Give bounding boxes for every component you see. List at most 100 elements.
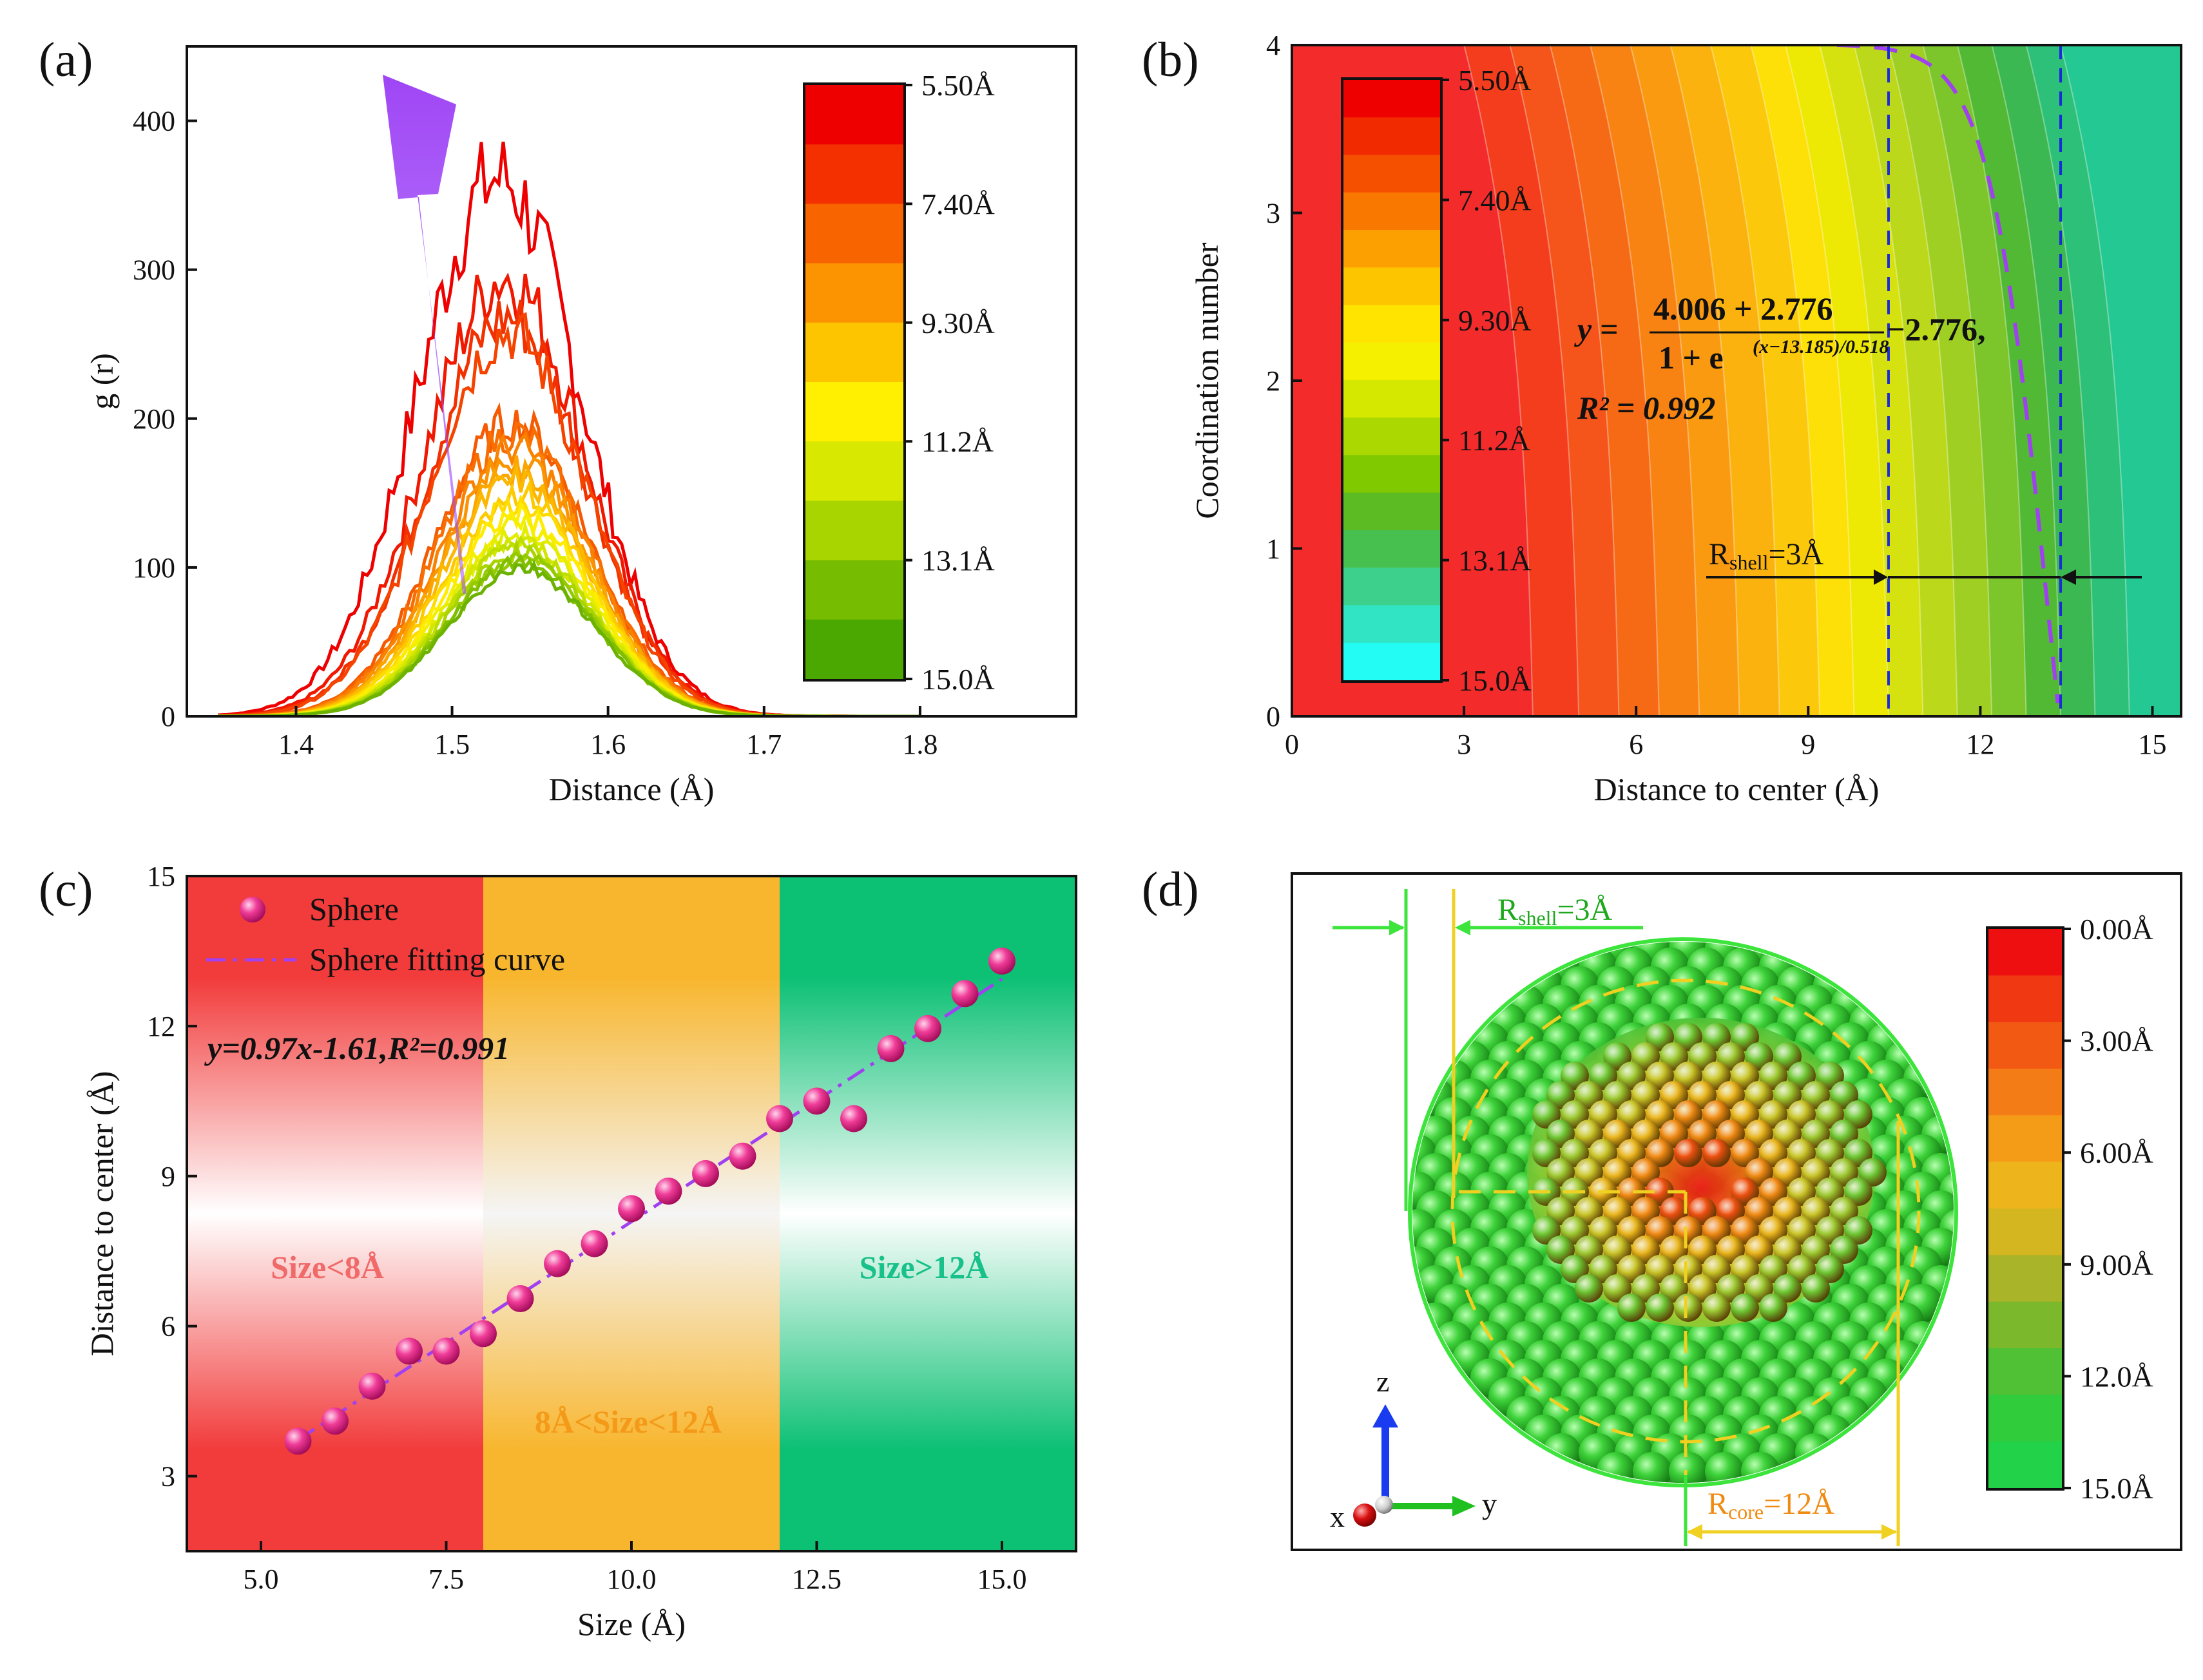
colorbar-tick-label: 11.2Å <box>921 425 994 458</box>
panel-b-label: (b) <box>1142 33 1199 87</box>
colorbar-segment <box>1343 417 1440 456</box>
x-tick-label: 7.5 <box>428 1563 464 1595</box>
d-core-arrowhead-right <box>1881 1524 1897 1540</box>
colorbar-tick-label: 9.30Å <box>1458 304 1532 337</box>
b-eq-denominator: 1 + e <box>1659 339 1724 376</box>
colorbar-segment <box>1988 1208 2062 1256</box>
x-axis-label: Distance (Å) <box>549 771 715 807</box>
c-legend-marker <box>240 897 265 922</box>
d-z-label: z <box>1376 1365 1389 1398</box>
y-axis-label: Coordination number <box>1189 242 1225 519</box>
colorbar-tick-label: 12.0Å <box>2080 1360 2153 1393</box>
c-frame <box>186 875 1077 1552</box>
d-colorbar-frame <box>1986 926 2064 1491</box>
colorbar-segment <box>1988 1301 2062 1349</box>
d-colorbar: 0.00Å 3.00Å 6.00Å 9.00Å 12.0Å 15.0Å <box>1986 913 2153 1505</box>
colorbar-tick-label: 15.0Å <box>2080 1472 2153 1505</box>
b-eq-numerator: 4.006 + 2.776 <box>1653 291 1833 327</box>
x-axis-label: Size (Å) <box>577 1606 686 1642</box>
c-data-point <box>877 1035 905 1062</box>
colorbar-tick-label: 0.00Å <box>2080 913 2153 946</box>
d-y-arrowhead <box>1452 1496 1476 1516</box>
colorbar-segment <box>1343 155 1440 193</box>
x-axis-label: Distance to center (Å) <box>1594 771 1880 807</box>
colorbar-segment <box>1343 530 1440 569</box>
colorbar-tick-label: 9.30Å <box>921 307 995 339</box>
c-plot <box>187 876 1076 1551</box>
y-tick-label: 0 <box>1266 701 1280 732</box>
colorbar-segment <box>1343 605 1440 644</box>
colorbar-segment <box>1343 568 1440 606</box>
colorbar-segment <box>1343 642 1440 681</box>
c-data-point <box>358 1372 386 1400</box>
b-colorbar-frame <box>1341 77 1443 683</box>
colorbar-segment <box>1343 117 1440 156</box>
c-legend-fit: Sphere fitting curve <box>309 941 565 977</box>
b-dashed-lines <box>1887 45 2063 716</box>
c-scatter-points <box>284 947 1015 1455</box>
colorbar-segment <box>1988 1348 2062 1396</box>
d-outer-circle <box>1408 937 1958 1487</box>
colorbar-segment <box>1988 1022 2062 1069</box>
colorbar-segment <box>805 263 903 323</box>
colorbar-segment <box>805 560 903 620</box>
d-core-atom <box>1802 1274 1830 1303</box>
b-eq-r2: R² = 0.992 <box>1577 390 1715 426</box>
d-shell-annotation: Rshell=3Å <box>1332 889 1643 1211</box>
panel-c-label: (c) <box>39 863 93 917</box>
colorbar-segment <box>1343 380 1440 419</box>
b-fit-equation: y = 4.006 + 2.776 1 + e (x−13.185)/0.518… <box>1574 291 1986 426</box>
y-tick-label: 1 <box>1266 533 1280 565</box>
c-data-point <box>692 1160 719 1187</box>
c-region-label-mid: 8Å<Size<12Å <box>535 1404 722 1440</box>
y-tick-label: 200 <box>133 403 175 435</box>
colorbar-segment <box>805 322 903 383</box>
d-x-axis-ball <box>1353 1503 1376 1527</box>
x-tick-label: 1.5 <box>434 729 470 760</box>
b-shell-arrowhead-left <box>1874 569 1888 585</box>
d-core-atom <box>1617 1293 1646 1322</box>
d-shell-arrowhead-right <box>1455 920 1470 935</box>
c-region-labels: Size<8Å 8Å<Size<12Å Size>12Å <box>271 1249 988 1440</box>
y-tick-label: 4 <box>1266 30 1280 61</box>
d-core-atom <box>1731 1293 1759 1322</box>
colorbar-segment <box>1988 1441 2062 1489</box>
y-tick-label: 6 <box>161 1311 175 1342</box>
d-core-atom <box>1674 1139 1702 1167</box>
d-core-atoms <box>1532 1023 1887 1322</box>
c-region-large <box>780 876 1076 1551</box>
colorbar-segment <box>1343 305 1440 343</box>
colorbar-segment <box>1988 1161 2062 1209</box>
colorbar-segment <box>1988 929 2062 977</box>
colorbar-tick-label: 3.00Å <box>2080 1025 2153 1058</box>
c-data-point <box>322 1408 349 1435</box>
y-tick-label: 12 <box>147 1011 175 1042</box>
x-tick-label: 12.5 <box>792 1563 842 1595</box>
y-tick-label: 100 <box>133 552 175 584</box>
colorbar-segment <box>805 144 903 205</box>
d-shell-arrowhead-left <box>1389 920 1405 935</box>
panel-d-label: (d) <box>1142 863 1199 917</box>
d-colorbar-ticks: 0.00Å 3.00Å 6.00Å 9.00Å 12.0Å 15.0Å <box>2062 913 2153 1505</box>
d-core-arrowhead-left <box>1687 1524 1702 1540</box>
a-colorbar-frame <box>803 82 906 682</box>
y-tick-label: 0 <box>161 701 175 732</box>
y-tick-label: 300 <box>133 254 175 286</box>
y-tick-label: 3 <box>1266 198 1280 229</box>
x-tick-label: 5.0 <box>244 1563 279 1595</box>
b-shell-label: Rshell=3Å <box>1709 537 1824 574</box>
colorbar-segment <box>1343 230 1440 269</box>
d-axis-triad: z x y <box>1330 1365 1497 1533</box>
panel-c: (c) Size<8Å 8Å<Size<12Å Size>12Å Sphere … <box>39 861 1077 1642</box>
panel-a: (a) 1.4 1.5 1.6 1.7 1.8 0 100 200 300 400 Distance… <box>39 33 1077 807</box>
d-core-atom <box>1759 1293 1787 1322</box>
a-trend-arrow <box>383 75 467 594</box>
d-z-arrowhead <box>1372 1404 1398 1427</box>
a-frame <box>186 45 1077 718</box>
c-data-point <box>284 1427 312 1455</box>
c-data-point <box>544 1250 571 1277</box>
colorbar-segment <box>805 441 903 502</box>
c-data-point <box>618 1195 645 1223</box>
c-region-label-large: Size>12Å <box>860 1249 989 1285</box>
c-data-point <box>396 1337 423 1365</box>
